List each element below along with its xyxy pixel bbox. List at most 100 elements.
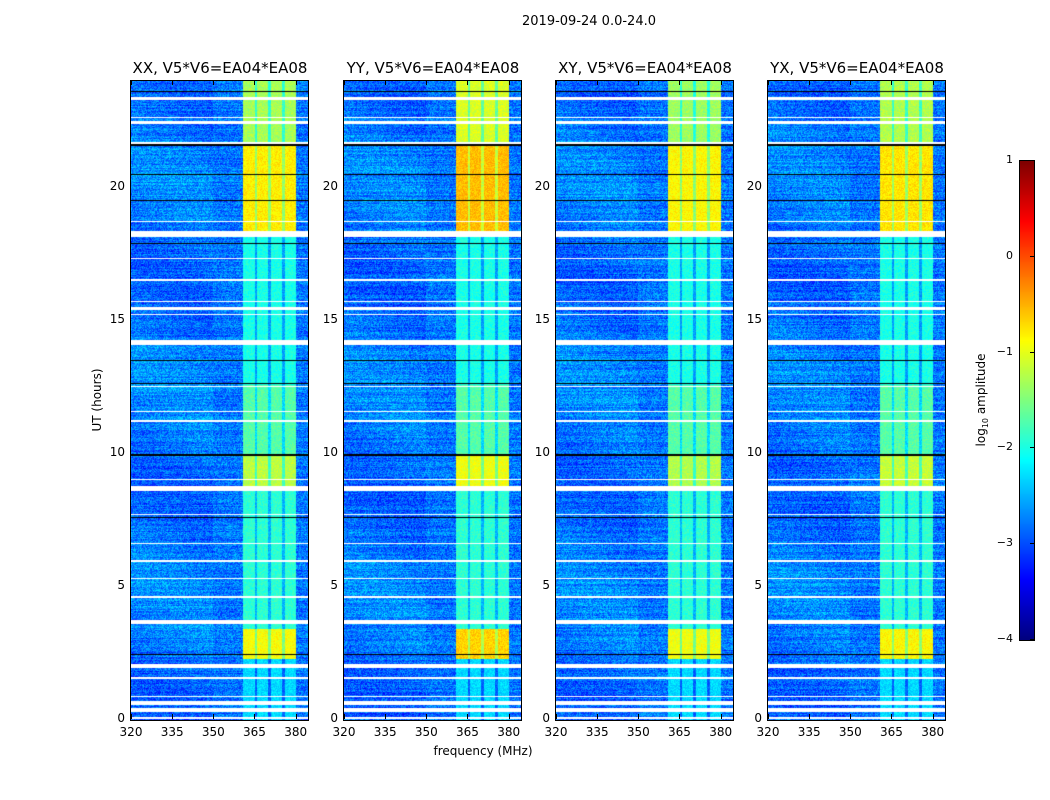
x-tick-mark: [932, 80, 934, 85]
colorbar-label: log10 amplitude: [974, 354, 990, 447]
x-tick-mark: [638, 714, 640, 719]
y-axis-label: UT (hours): [90, 368, 104, 432]
y-tick-label: 20: [109, 178, 125, 193]
y-tick-label: 5: [117, 577, 125, 592]
x-tick-mark: [556, 80, 557, 85]
colorbar-tick-label: −1: [996, 344, 1013, 358]
colorbar-tick-mark: [1030, 639, 1034, 640]
x-tick-label: 380: [921, 725, 945, 739]
x-tick-mark: [720, 80, 722, 85]
x-tick-label: 320: [756, 725, 780, 739]
y-tick-label: 0: [754, 711, 762, 725]
spectrogram-panel: [767, 80, 946, 721]
x-tick-label: 365: [880, 725, 903, 739]
y-tick-label: 0: [117, 711, 125, 725]
x-tick-mark: [768, 714, 769, 719]
x-tick-label: 380: [284, 725, 308, 739]
x-tick-mark: [426, 714, 428, 719]
x-tick-mark: [679, 714, 681, 719]
colorbar-tick-mark: [1030, 447, 1034, 449]
x-tick-mark: [850, 80, 852, 85]
y-tick-label: 20: [746, 178, 762, 193]
x-tick-label: 350: [201, 725, 225, 739]
panel-title: XX, V5*V6=EA04*EA08: [132, 59, 308, 77]
x-tick-mark: [809, 80, 811, 85]
y-tick-label: 15: [109, 311, 125, 326]
spectrogram-panel: [343, 80, 522, 721]
y-tick-label: 10: [534, 444, 550, 459]
x-tick-label: 335: [160, 725, 184, 739]
y-tick-label: 5: [754, 577, 762, 592]
colorbar-tick-label: −3: [996, 536, 1013, 550]
colorbar-tick-label: −4: [996, 632, 1013, 645]
spectrogram-image: [131, 81, 308, 720]
x-tick-mark: [891, 714, 893, 719]
x-tick-mark: [850, 714, 852, 719]
spectrogram-image: [768, 81, 945, 720]
spectrogram-panel: [130, 80, 309, 721]
spectrogram-image: [556, 81, 733, 720]
x-tick-label: 380: [709, 725, 733, 739]
x-tick-label: 335: [373, 725, 397, 739]
y-tick-label: 20: [534, 178, 550, 193]
x-tick-label: 335: [585, 725, 609, 739]
colorbar-label-rest: amplitude: [973, 353, 988, 418]
colorbar-tick-mark: [1030, 255, 1034, 257]
y-tick-label: 10: [746, 444, 762, 459]
x-tick-mark: [344, 80, 345, 85]
x-tick-label: 365: [243, 725, 266, 739]
x-tick-mark: [638, 80, 640, 85]
x-tick-label: 335: [797, 725, 821, 739]
x-tick-label: 320: [119, 725, 143, 739]
spectrogram-image: [344, 81, 521, 720]
figure-title: 2019-09-24 0.0-24.0: [522, 14, 656, 29]
x-tick-mark: [385, 714, 387, 719]
x-tick-mark: [385, 80, 387, 85]
y-tick-label: 0: [330, 711, 338, 725]
colorbar-tick-mark: [1030, 543, 1034, 545]
x-tick-label: 380: [497, 725, 521, 739]
y-tick-label: 15: [746, 311, 762, 326]
x-tick-mark: [254, 714, 256, 719]
x-axis-label: frequency (MHz): [433, 744, 533, 758]
colorbar-tick-label: 1: [1006, 153, 1013, 166]
x-tick-mark: [508, 714, 510, 719]
y-tick-label: 15: [534, 311, 550, 326]
colorbar-tick-label: 0: [1006, 248, 1013, 262]
panel-title: YY, V5*V6=EA04*EA08: [346, 59, 520, 77]
x-tick-label: 320: [332, 725, 356, 739]
x-tick-mark: [295, 80, 297, 85]
x-tick-label: 365: [668, 725, 691, 739]
y-tick-label: 10: [109, 444, 125, 459]
x-tick-mark: [213, 714, 215, 719]
x-tick-mark: [426, 80, 428, 85]
x-tick-mark: [467, 714, 469, 719]
y-tick-label: 20: [322, 178, 338, 193]
x-tick-mark: [467, 80, 469, 85]
colorbar: [1019, 160, 1035, 641]
x-tick-mark: [213, 80, 215, 85]
spectrogram-panel: [555, 80, 734, 721]
x-tick-mark: [720, 714, 722, 719]
x-tick-mark: [172, 80, 174, 85]
panel-title: XY, V5*V6=EA04*EA08: [558, 59, 732, 77]
colorbar-tick-label: −2: [996, 440, 1013, 454]
x-tick-mark: [597, 714, 599, 719]
colorbar-label-base: log: [973, 428, 988, 447]
y-tick-label: 15: [322, 311, 338, 326]
x-tick-label: 365: [456, 725, 479, 739]
y-tick-label: 0: [542, 711, 550, 725]
x-tick-mark: [172, 714, 174, 719]
x-tick-mark: [295, 714, 297, 719]
x-tick-mark: [932, 714, 934, 719]
colorbar-tick-mark: [1030, 351, 1034, 353]
x-tick-mark: [344, 714, 345, 719]
x-tick-mark: [809, 714, 811, 719]
x-tick-mark: [254, 80, 256, 85]
x-tick-mark: [768, 80, 769, 85]
panel-title: YX, V5*V6=EA04*EA08: [770, 59, 944, 77]
colorbar-tick-mark: [1030, 160, 1034, 161]
x-tick-label: 350: [414, 725, 438, 739]
x-tick-mark: [556, 714, 557, 719]
